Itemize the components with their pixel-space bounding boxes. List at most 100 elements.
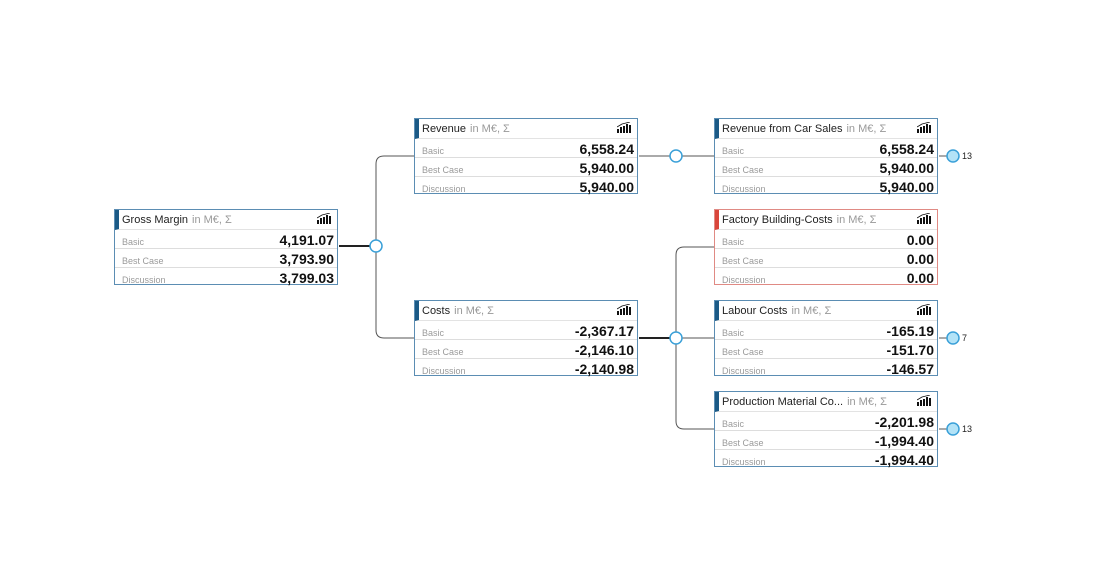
node-value: -146.57 xyxy=(886,361,934,377)
node-row: Basic 0.00 xyxy=(715,230,937,249)
version-label: Best Case xyxy=(722,438,764,448)
node-row: Basic 6,558.24 xyxy=(415,139,637,158)
node-value: -2,140.98 xyxy=(574,361,634,377)
node-value: -2,146.10 xyxy=(574,342,634,358)
node-row: Discussion 0.00 xyxy=(715,268,937,286)
node-row: Discussion 5,940.00 xyxy=(415,177,637,195)
node-header: Gross Margin in M€, Σ xyxy=(115,210,337,230)
node-header: Factory Building-Costs in M€, Σ xyxy=(715,210,937,230)
node-value: 3,799.03 xyxy=(279,270,335,286)
node-unit: in M€, Σ xyxy=(847,395,887,408)
version-label: Discussion xyxy=(722,275,766,285)
chart-icon[interactable] xyxy=(616,121,631,136)
node-card-factory-building-costs[interactable]: Factory Building-Costs in M€, Σ Basic 0.00 B… xyxy=(714,209,938,286)
chart-icon[interactable] xyxy=(916,121,931,136)
node-unit: in M€, Σ xyxy=(454,304,494,317)
node-header: Revenue in M€, Σ xyxy=(415,119,637,139)
node-title: Labour Costs xyxy=(722,304,788,317)
node-unit: in M€, Σ xyxy=(470,122,510,135)
node-title: Factory Building-Costs xyxy=(722,213,833,226)
chart-icon[interactable] xyxy=(316,212,331,227)
version-label: Basic xyxy=(422,328,445,338)
node-title: Revenue from Car Sales xyxy=(722,122,843,135)
version-label: Discussion xyxy=(422,184,466,194)
node-title: Revenue xyxy=(422,122,467,135)
node-row: Basic 4,191.07 xyxy=(115,230,337,249)
node-row: Discussion -1,994.40 xyxy=(715,450,937,468)
node-header: Labour Costs in M€, Σ xyxy=(715,301,937,321)
chart-icon[interactable] xyxy=(916,394,931,409)
version-label: Best Case xyxy=(722,165,764,175)
node-card-costs[interactable]: Costs in M€, Σ Basic -2,367.17 Best Case -2,1… xyxy=(414,300,638,377)
expand-node-toggle[interactable] xyxy=(946,331,960,345)
node-value: -151.70 xyxy=(886,342,934,358)
node-row: Basic 6,558.24 xyxy=(715,139,937,158)
node-row: Best Case 5,940.00 xyxy=(415,158,637,177)
node-card-revenue-car-sales[interactable]: Revenue from Car Sales in M€, Σ Basic 6,558… xyxy=(714,118,938,195)
version-label: Discussion xyxy=(422,366,466,376)
node-row: Best Case 0.00 xyxy=(715,249,937,268)
node-header: Revenue from Car Sales in M€, Σ xyxy=(715,119,937,139)
node-value: 5,940.00 xyxy=(879,179,935,195)
node-value: -165.19 xyxy=(886,323,934,339)
version-label: Basic xyxy=(722,328,745,338)
expand-node-toggle[interactable] xyxy=(946,422,960,436)
node-value: 6,558.24 xyxy=(879,141,935,157)
node-card-revenue[interactable]: Revenue in M€, Σ Basic 6,558.24 Best Case 5,9… xyxy=(414,118,638,195)
node-row: Best Case 5,940.00 xyxy=(715,158,937,177)
version-label: Discussion xyxy=(722,184,766,194)
node-value: 5,940.00 xyxy=(579,160,635,176)
collapse-node-toggle[interactable] xyxy=(369,239,383,253)
node-row: Discussion 5,940.00 xyxy=(715,177,937,195)
version-label: Best Case xyxy=(722,256,764,266)
node-value: 6,558.24 xyxy=(579,141,635,157)
node-header: Production Material Co... in M€, Σ xyxy=(715,392,937,412)
chart-icon[interactable] xyxy=(616,303,631,318)
node-row: Basic -2,201.98 xyxy=(715,412,937,431)
node-value: -1,994.40 xyxy=(874,452,934,468)
chart-icon[interactable] xyxy=(916,212,931,227)
node-row: Discussion -2,140.98 xyxy=(415,359,637,377)
node-row: Discussion -146.57 xyxy=(715,359,937,377)
expand-node-toggle[interactable] xyxy=(946,149,960,163)
collapse-node-toggle[interactable] xyxy=(669,149,683,163)
node-row: Discussion 3,799.03 xyxy=(115,268,337,286)
version-label: Discussion xyxy=(122,275,166,285)
node-value: -2,201.98 xyxy=(874,414,934,430)
version-label: Best Case xyxy=(422,347,464,357)
node-value: 4,191.07 xyxy=(279,232,335,248)
node-card-labour-costs[interactable]: Labour Costs in M€, Σ Basic -165.19 Best Cas… xyxy=(714,300,938,377)
version-label: Best Case xyxy=(122,256,164,266)
node-row: Basic -165.19 xyxy=(715,321,937,340)
node-unit: in M€, Σ xyxy=(192,213,232,226)
children-count: 13 xyxy=(962,424,973,434)
node-title: Gross Margin xyxy=(122,213,189,226)
version-label: Basic xyxy=(722,146,745,156)
node-value: 0.00 xyxy=(906,251,934,267)
node-card-production-material[interactable]: Production Material Co... in M€, Σ Basic -2… xyxy=(714,391,938,468)
version-label: Basic xyxy=(122,237,145,247)
children-count: 7 xyxy=(962,333,968,343)
node-row: Best Case 3,793.90 xyxy=(115,249,337,268)
version-label: Best Case xyxy=(422,165,464,175)
version-label: Basic xyxy=(422,146,445,156)
node-unit: in M€, Σ xyxy=(836,213,877,226)
node-row: Best Case -151.70 xyxy=(715,340,937,359)
node-unit: in M€, Σ xyxy=(846,122,887,135)
version-label: Best Case xyxy=(722,347,764,357)
node-header: Costs in M€, Σ xyxy=(415,301,637,321)
node-value: 0.00 xyxy=(906,232,934,248)
node-card-gross-margin[interactable]: Gross Margin in M€, Σ Basic 4,191.07 Best Ca… xyxy=(114,209,338,286)
node-title: Production Material Co... xyxy=(722,395,844,408)
chart-icon[interactable] xyxy=(916,303,931,318)
node-unit: in M€, Σ xyxy=(791,304,832,317)
node-value: 5,940.00 xyxy=(879,160,935,176)
node-value: -2,367.17 xyxy=(574,323,634,339)
node-value: 5,940.00 xyxy=(579,179,635,195)
version-label: Basic xyxy=(722,237,745,247)
version-label: Discussion xyxy=(722,366,766,376)
version-label: Basic xyxy=(722,419,745,429)
children-count: 13 xyxy=(962,151,973,161)
node-row: Best Case -1,994.40 xyxy=(715,431,937,450)
collapse-node-toggle[interactable] xyxy=(669,331,683,345)
